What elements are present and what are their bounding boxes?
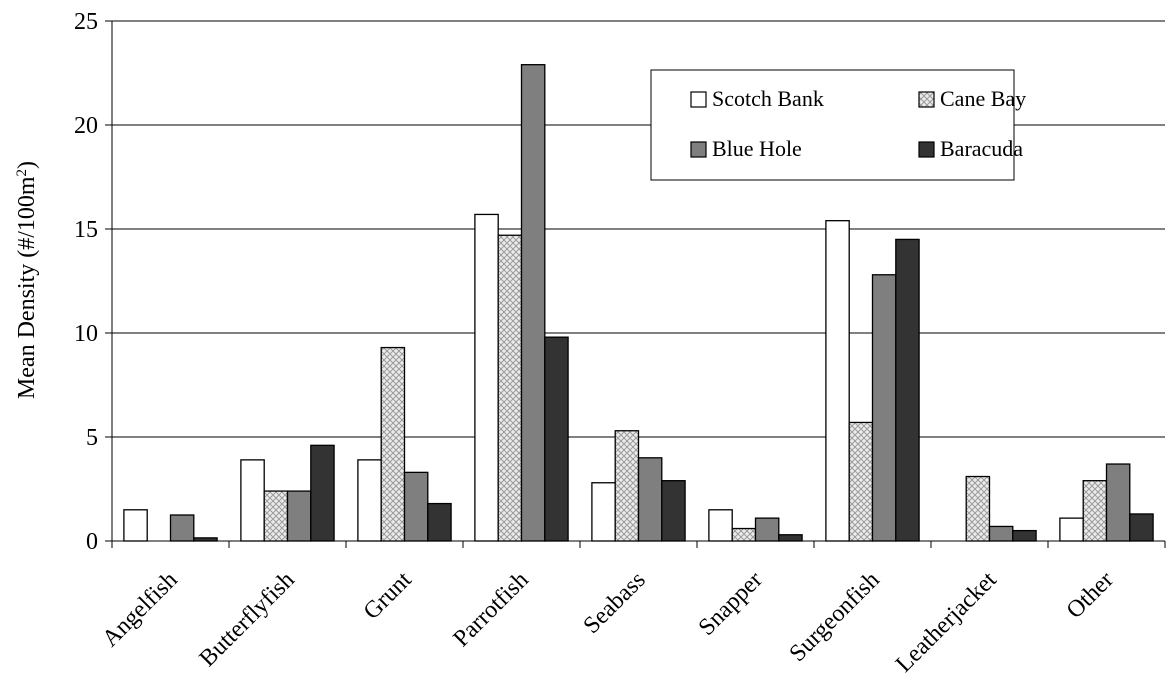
bar-cane-bay bbox=[731, 527, 757, 542]
legend-box bbox=[650, 69, 1015, 181]
bar-baracuda bbox=[1012, 529, 1037, 542]
bar-scotch-bank bbox=[708, 509, 733, 542]
bar-blue-hole bbox=[520, 64, 546, 542]
bars bbox=[123, 64, 1154, 542]
bar-blue-hole bbox=[169, 514, 195, 542]
legend-label: Blue Hole bbox=[712, 136, 802, 161]
bar-cane-bay bbox=[614, 430, 640, 542]
y-tick-label: 5 bbox=[86, 425, 98, 451]
y-tick-label: 10 bbox=[74, 321, 98, 347]
x-tick-labels: Angelfish Butterflyfish Grunt Parrotfish Sea… bbox=[97, 567, 1118, 678]
x-tick-label: Leatherjacket bbox=[891, 567, 1002, 678]
legend-label: Cane Bay bbox=[940, 86, 1026, 111]
bar-scotch-bank bbox=[123, 509, 148, 542]
bar-blue-hole bbox=[403, 471, 429, 542]
legend-label: Baracuda bbox=[940, 136, 1023, 161]
legend-label: Scotch Bank bbox=[712, 86, 824, 111]
y-tick-label: 20 bbox=[74, 113, 98, 139]
bar-baracuda bbox=[544, 336, 569, 542]
bar-blue-hole bbox=[637, 457, 663, 542]
legend-swatch bbox=[918, 91, 935, 108]
x-tick-label: Surgeonfish bbox=[785, 567, 885, 667]
bar-blue-hole bbox=[988, 525, 1014, 542]
x-tick-label: Seabass bbox=[579, 567, 651, 639]
x-tick-label: Butterflyfish bbox=[195, 567, 300, 672]
x-tick-label: Parrotfish bbox=[448, 567, 533, 652]
y-axis-label: Mean Density (#/100m2) bbox=[14, 161, 40, 399]
bar-scotch-bank bbox=[1059, 517, 1084, 542]
bar-blue-hole bbox=[1105, 463, 1131, 542]
bar-baracuda bbox=[193, 537, 218, 542]
bar-baracuda bbox=[310, 444, 335, 542]
bar-blue-hole bbox=[754, 517, 780, 542]
legend-swatch bbox=[690, 91, 707, 108]
bar-blue-hole bbox=[286, 490, 312, 542]
bar-cane-bay bbox=[263, 490, 289, 542]
legend-swatch bbox=[918, 141, 935, 158]
bar-scotch-bank bbox=[357, 459, 382, 542]
bar-cane-bay bbox=[1082, 480, 1108, 542]
bar-cane-bay bbox=[965, 475, 991, 542]
bar-baracuda bbox=[778, 534, 803, 542]
bar-baracuda bbox=[661, 480, 686, 542]
legend: Scotch Bank Cane Bay Blue Hole Baracuda bbox=[650, 69, 1026, 181]
x-tick-label: Grunt bbox=[359, 567, 417, 625]
y-tick-label: 25 bbox=[74, 9, 98, 35]
bar-cane-bay bbox=[380, 346, 406, 542]
y-tick-labels: 0 5 10 15 20 25 bbox=[74, 9, 98, 555]
y-tick-label: 0 bbox=[86, 529, 98, 555]
bar-scotch-bank bbox=[825, 220, 850, 542]
bar-scotch-bank bbox=[591, 482, 616, 542]
bar-baracuda bbox=[1129, 513, 1154, 542]
x-tick-label: Snapper bbox=[694, 567, 768, 641]
bar-scotch-bank bbox=[240, 459, 265, 542]
bar-cane-bay bbox=[497, 234, 523, 542]
y-tick-label: 15 bbox=[74, 217, 98, 243]
bar-cane-bay bbox=[848, 421, 874, 542]
x-tick-label: Angelfish bbox=[97, 567, 182, 652]
bar-baracuda bbox=[895, 238, 920, 542]
legend-swatch bbox=[690, 141, 707, 158]
bar-baracuda bbox=[427, 502, 452, 542]
bar-scotch-bank bbox=[474, 213, 499, 542]
x-tick-label: Other bbox=[1062, 567, 1119, 624]
bar-blue-hole bbox=[871, 274, 897, 542]
